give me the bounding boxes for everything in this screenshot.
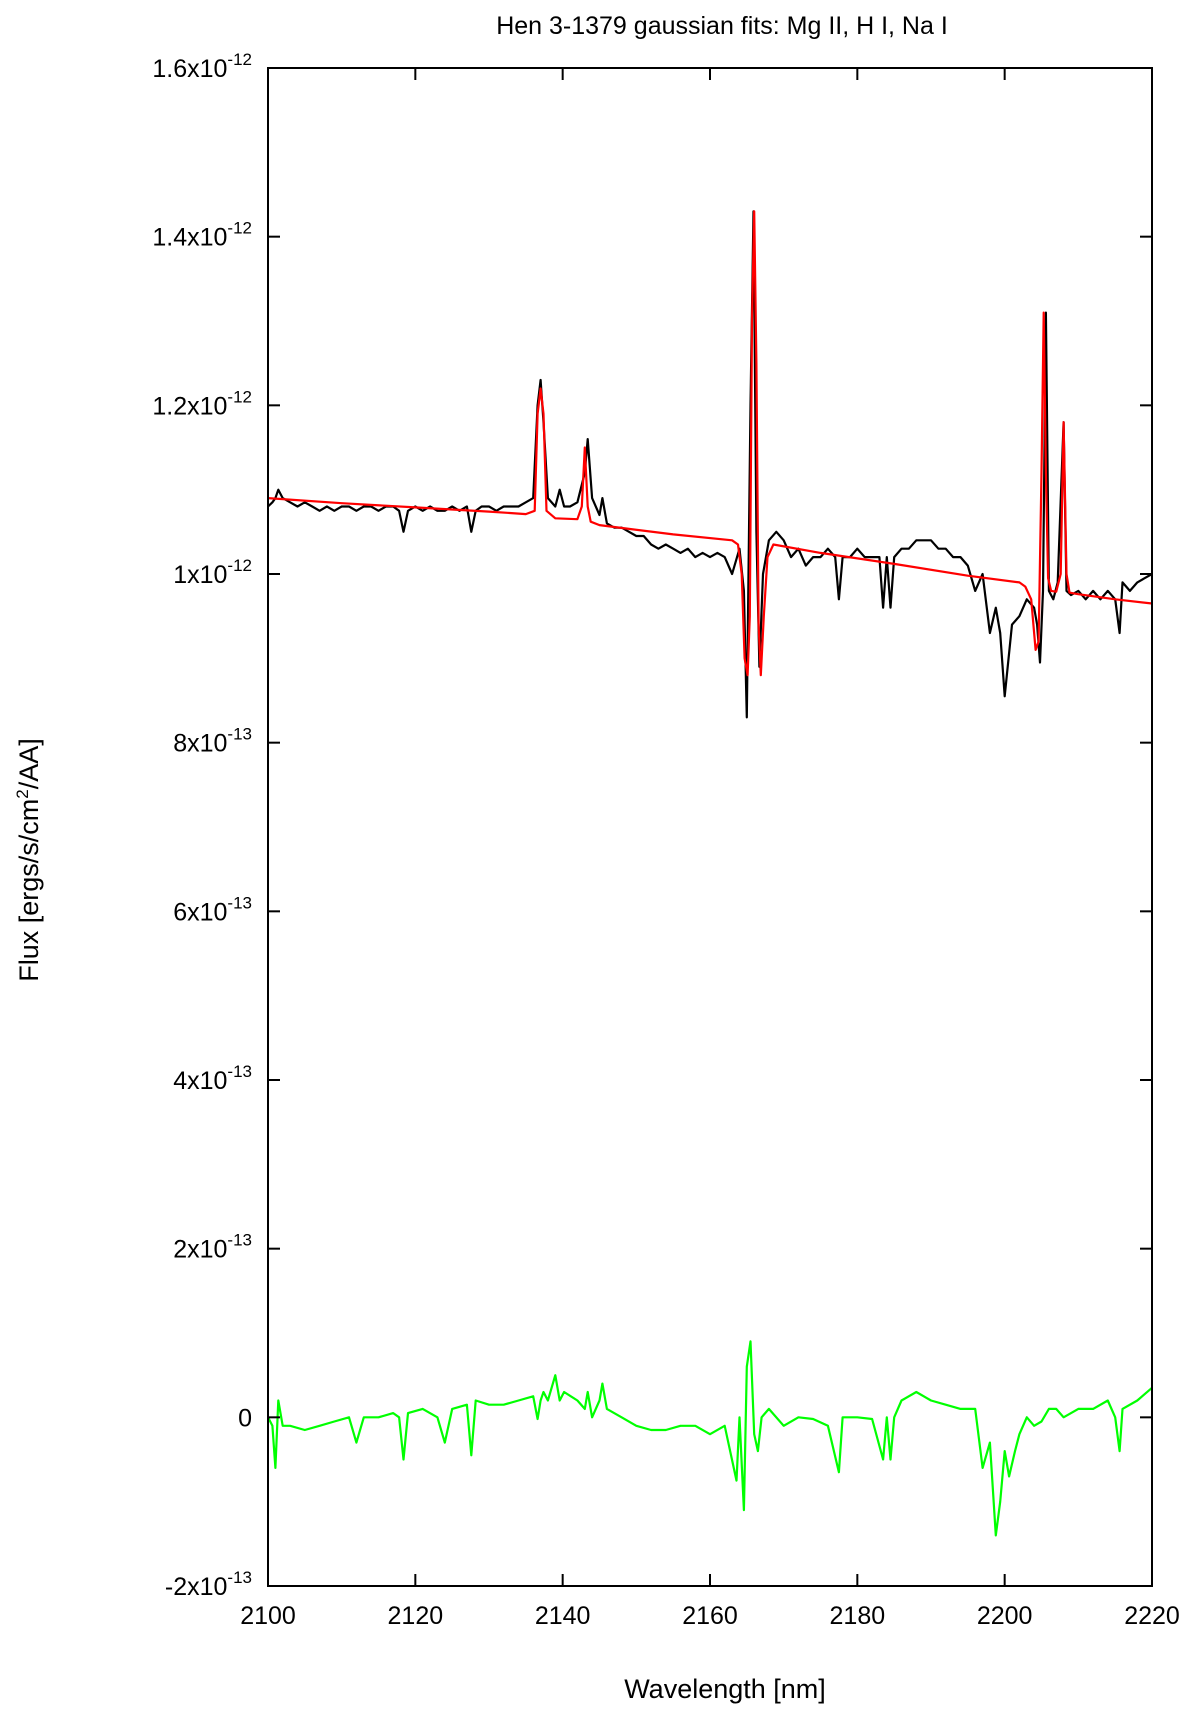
- y-tick-label: 1.4x10-12: [152, 219, 252, 252]
- y-tick-label: -2x10-13: [165, 1568, 252, 1601]
- y-tick-mantissa: 1.6x10: [152, 55, 227, 83]
- y-tick-label: 1.2x10-12: [152, 387, 252, 420]
- y-tick-exponent: -12: [227, 50, 252, 69]
- y-tick-mantissa: 8x10: [173, 730, 227, 758]
- y-tick-mantissa: -2x10: [165, 1573, 228, 1601]
- y-tick-exponent: -13: [227, 1231, 252, 1250]
- y-axis-label-rest: /AA]: [14, 738, 44, 789]
- y-axis-label: Flux [ergs/s/cm2/AA]: [13, 738, 44, 982]
- y-axis-label-sup: 2: [13, 789, 32, 798]
- y-tick-label: 2x10-13: [173, 1231, 252, 1264]
- x-axis-label: Wavelength [nm]: [624, 1674, 826, 1704]
- plot-frame: [267, 67, 1153, 1587]
- observed-spectrum-line: [267, 210, 1153, 719]
- y-tick-label: 4x10-13: [173, 1062, 252, 1095]
- y-tick-exponent: -13: [227, 1062, 252, 1081]
- y-tick-exponent: -12: [227, 556, 252, 575]
- chart-title: Hen 3-1379 gaussian fits: Mg II, H I, Na…: [496, 12, 948, 40]
- x-tick-label: 2140: [535, 1602, 591, 1630]
- y-tick-mantissa: 1.2x10: [152, 392, 227, 420]
- y-tick-label: 0: [238, 1404, 252, 1432]
- y-tick-label: 1x10-12: [173, 556, 252, 589]
- residual-line: [267, 1340, 1153, 1537]
- x-axis: 2100 2120 2140 2160 2180 2200 2220: [240, 68, 1180, 1630]
- y-tick-label: 1.6x10-12: [152, 50, 252, 83]
- y-tick-mantissa: 1x10: [173, 561, 227, 589]
- y-tick-mantissa: 4x10: [173, 1067, 227, 1095]
- y-tick-exponent: -13: [227, 893, 252, 912]
- y-tick-mantissa: 1.4x10: [152, 224, 227, 252]
- plot-area: [267, 210, 1153, 1537]
- x-tick-label: 2120: [388, 1602, 444, 1630]
- x-tick-label: 2180: [830, 1602, 886, 1630]
- y-axis: -2x10-1302x10-134x10-136x10-138x10-131x1…: [152, 50, 1152, 1601]
- y-tick-exponent: -13: [227, 1568, 252, 1587]
- x-tick-label: 2160: [682, 1602, 738, 1630]
- y-tick-label: 8x10-13: [173, 725, 252, 758]
- y-tick-exponent: -13: [227, 725, 252, 744]
- x-tick-label: 2200: [977, 1602, 1033, 1630]
- x-tick-label: 2100: [240, 1602, 296, 1630]
- y-axis-label-base: Flux [ergs/s/cm: [14, 799, 44, 982]
- gaussian-fit-line: [267, 210, 1153, 677]
- y-tick-exponent: -12: [227, 219, 252, 238]
- y-tick-mantissa: 2x10: [173, 1236, 227, 1264]
- y-tick-mantissa: 6x10: [173, 898, 227, 926]
- x-tick-label: 2220: [1124, 1602, 1180, 1630]
- y-tick-label: 6x10-13: [173, 893, 252, 926]
- y-tick-mantissa: 0: [238, 1404, 252, 1432]
- y-tick-exponent: -12: [227, 387, 252, 406]
